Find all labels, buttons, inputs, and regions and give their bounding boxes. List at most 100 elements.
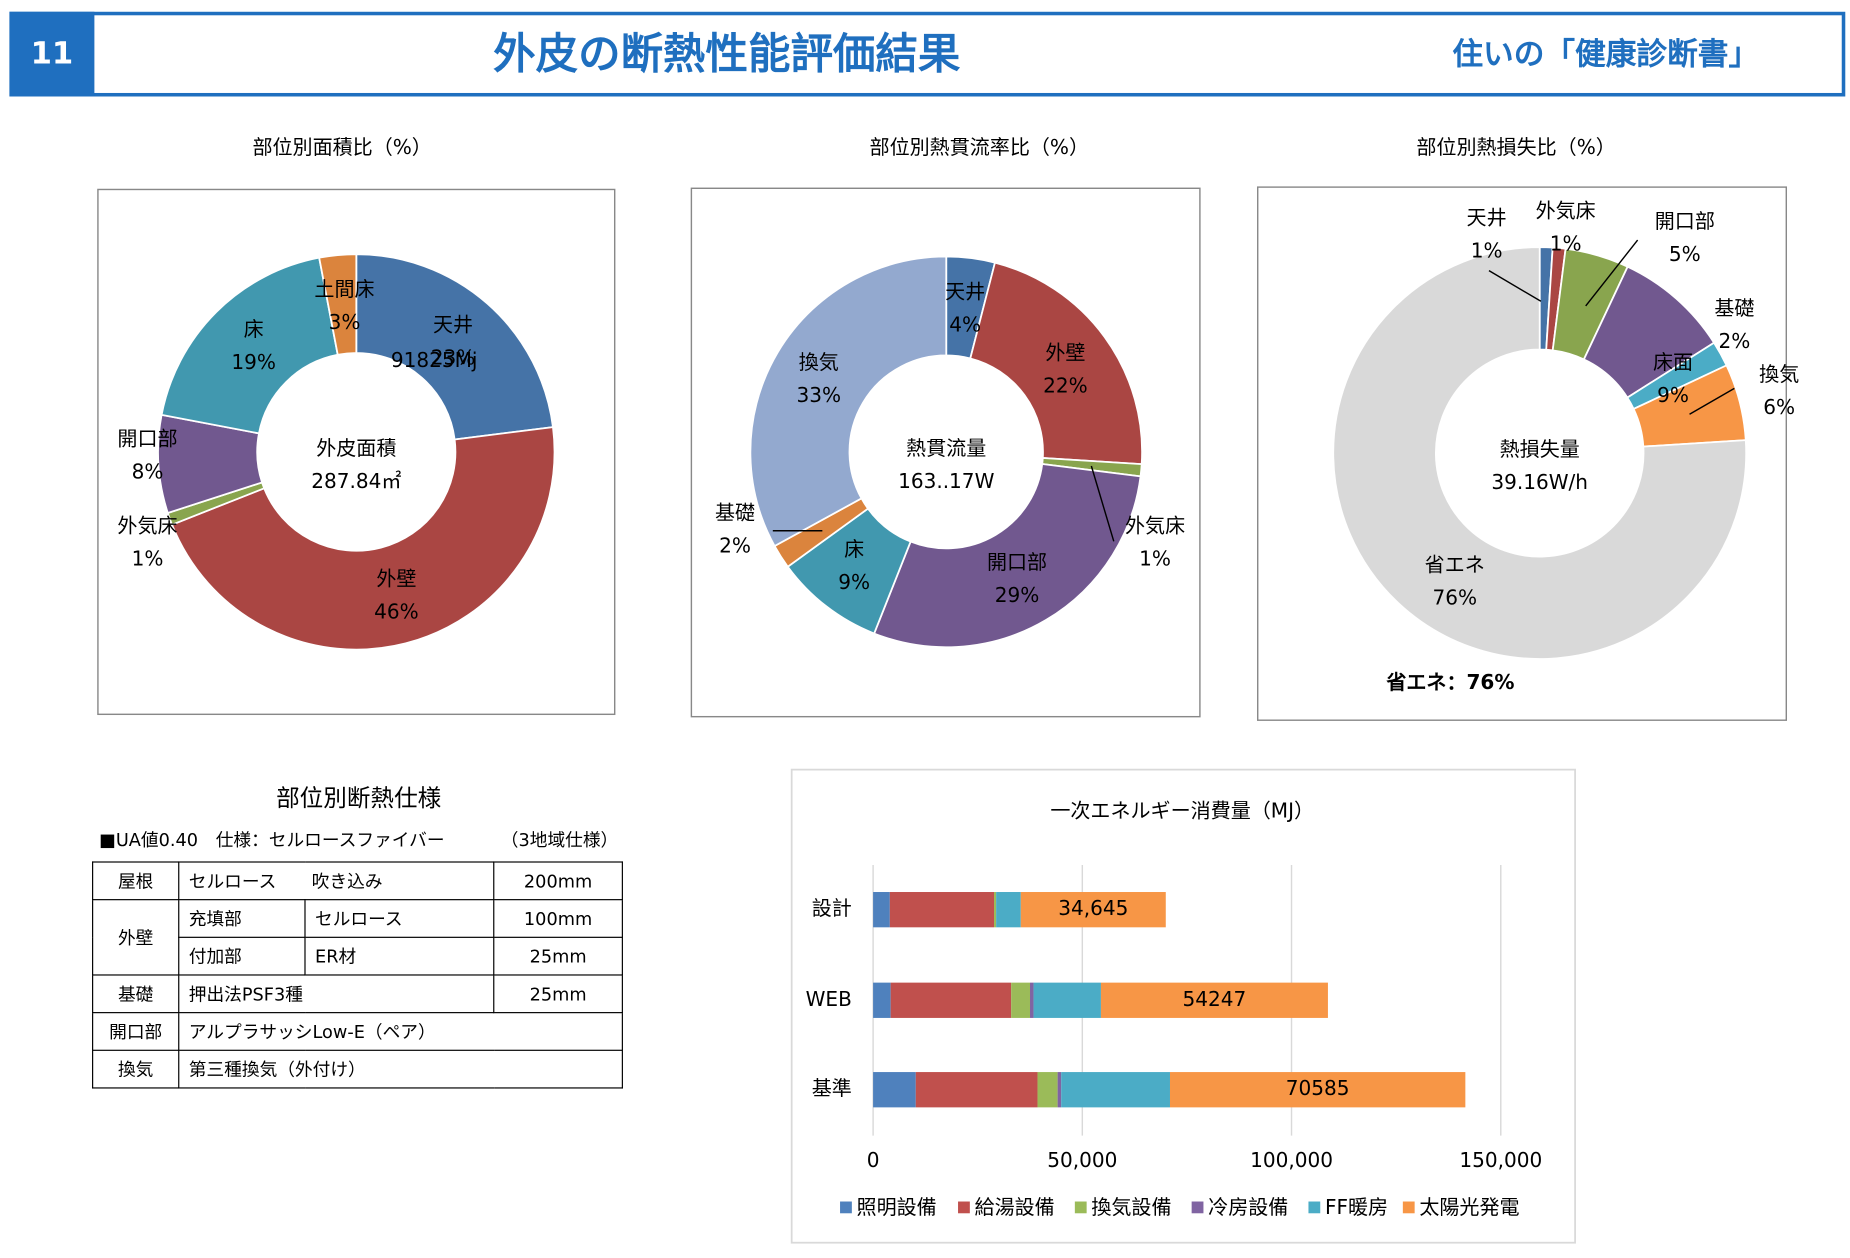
slice-label: 換気 (1759, 362, 1799, 386)
center-title: 外皮面積 (316, 436, 396, 460)
bar-segment (873, 982, 891, 1018)
cell: ER材 (304, 936, 495, 976)
note: ■UA値0.40 仕様：セルロースファイバー (99, 829, 445, 851)
slice-label: 開口部 (117, 427, 177, 451)
cell: 開口部 (92, 1012, 180, 1051)
cell: 押出法PSF3種 (178, 974, 495, 1014)
donut-slice (170, 426, 556, 651)
slice-value-label: 29% (995, 583, 1040, 607)
slice-label: 開口部 (1655, 209, 1715, 233)
table-title: 部位別断熱仕様 (276, 783, 442, 812)
x-tick-label: 150,000 (1459, 1148, 1542, 1172)
bar-segment (1011, 982, 1031, 1018)
slice-value-label: 3% (329, 310, 361, 334)
page-number: 11 (9, 11, 95, 97)
slice-label: 床 (844, 537, 864, 561)
legend-label: 給湯設備 (975, 1195, 1055, 1219)
slice-value-label: 8% (132, 460, 164, 484)
slice-value-label: 33% (797, 383, 842, 407)
legend-swatch (958, 1201, 970, 1214)
cell: 第三種換気（外付け） (178, 1049, 623, 1089)
cell: セルロース (304, 899, 495, 938)
bar-segment (1100, 982, 1328, 1018)
center-value: 163..17W (898, 469, 995, 493)
center-value: 39.16W/h (1491, 470, 1588, 494)
slice-value-label: 4% (949, 312, 981, 336)
bar-segment (1030, 982, 1034, 1018)
bar-segment (996, 892, 1021, 928)
donut-slice (872, 462, 1142, 649)
bar-segment (915, 1072, 1038, 1108)
header: 11 外皮の断熱性能評価結果 住いの「健康診断書」 (9, 11, 1846, 97)
spec-table-block: 部位別断熱仕様 ■UA値0.40 仕様：セルロースファイバー （3地域仕様） 屋… (92, 777, 625, 1089)
slice-label: 換気 (799, 350, 839, 374)
donut-slice (749, 255, 948, 548)
legend-swatch (1308, 1201, 1321, 1214)
row: 開口部 アルプラサッシLow-E（ペア） (92, 1012, 623, 1051)
legend-label: 太陽光発電 (1419, 1195, 1519, 1219)
slice-value-label: 1% (1550, 231, 1582, 255)
x-tick-label: 50,000 (1047, 1148, 1117, 1172)
bar-segment (1061, 1072, 1170, 1108)
row: 外壁 充填部 セルロース 100mm (92, 899, 623, 976)
chart-title: 部位別面積比（%） (252, 135, 431, 159)
slice-label: 外壁 (1045, 341, 1085, 365)
y-tick-label: WEB (806, 987, 852, 1011)
cell: 換気 (92, 1049, 180, 1089)
slice-label: 床 (244, 317, 264, 341)
legend-swatch (1074, 1201, 1087, 1214)
cell: 付加部 (178, 936, 306, 976)
slice-label: 天井 (1467, 205, 1507, 229)
center-title: 熱損失量 (1500, 437, 1580, 461)
table-note: ■UA値0.40 仕様：セルロースファイバー （3地域仕様） (92, 819, 625, 861)
bar-segment (889, 892, 995, 928)
slice-value-label: 9% (1657, 383, 1689, 407)
cell: 200mm (493, 861, 623, 901)
bar-segment (873, 1072, 916, 1108)
bar-segment (1037, 1072, 1058, 1108)
slice-label: 開口部 (987, 550, 1047, 574)
slice-value-label: 23% (431, 345, 476, 369)
donut-slice (318, 253, 358, 356)
cell: セルロース 吹き込み (178, 861, 495, 901)
cell: 25mm (493, 974, 623, 1014)
slice-value-label: 1% (132, 547, 164, 571)
cell: 25mm (493, 936, 623, 976)
bar-segment (1033, 982, 1101, 1018)
cell: 100mm (493, 899, 623, 938)
slice-value-label: 1% (1471, 238, 1503, 262)
leader-line (1689, 387, 1735, 415)
slice-label: 基礎 (1714, 296, 1754, 320)
donut-slice (969, 261, 1143, 466)
bar-segment (1020, 892, 1166, 928)
annotation: 91825Mj (391, 348, 478, 372)
slice-value-label: 5% (1669, 242, 1701, 266)
bar-segment (1169, 1072, 1466, 1108)
header-caption: 住いの「健康診断書」 (1452, 37, 1760, 73)
slice-label: 省エネ (1425, 553, 1485, 577)
cell: アルプラサッシLow-E（ペア） (178, 1012, 623, 1051)
donut-slice (160, 256, 339, 435)
cell: 基礎 (92, 974, 180, 1014)
legend-label: 冷房設備 (1208, 1195, 1288, 1219)
slice-label: 外気床 (117, 514, 177, 538)
bar-value-label: 34,645 (1058, 896, 1128, 920)
y-tick-label: 基準 (812, 1076, 852, 1100)
row: 換気 第三種換気（外付け） (92, 1049, 623, 1089)
slice-label: 外気床 (1536, 198, 1596, 222)
slice-value-label: 46% (374, 600, 419, 624)
donut-slice (1332, 246, 1748, 660)
slice-label: 外気床 (1125, 514, 1185, 538)
x-tick-label: 100,000 (1250, 1148, 1333, 1172)
legend-swatch (1191, 1201, 1204, 1214)
slice-label: 外壁 (376, 567, 416, 591)
slice-label: 天井 (433, 312, 473, 336)
legend-swatch (1402, 1201, 1415, 1214)
slide-title: 外皮の断熱性能評価結果 (493, 30, 961, 79)
center-value: 287.84㎡ (311, 469, 401, 493)
bar-segment (890, 982, 1012, 1018)
slice-label: 土間床 (314, 277, 374, 301)
